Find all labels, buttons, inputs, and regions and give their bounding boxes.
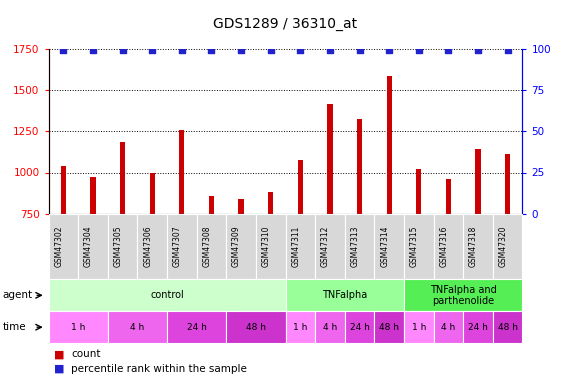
Text: 24 h: 24 h <box>468 322 488 332</box>
Bar <box>268 192 274 338</box>
Text: 24 h: 24 h <box>349 322 369 332</box>
Text: GSM47302: GSM47302 <box>54 226 63 267</box>
Point <box>236 47 246 53</box>
Bar <box>387 76 392 338</box>
Bar <box>120 142 125 338</box>
Text: 48 h: 48 h <box>379 322 399 332</box>
Point <box>296 47 305 53</box>
Text: count: count <box>71 349 101 359</box>
Text: GSM47314: GSM47314 <box>380 226 389 267</box>
Text: GSM47311: GSM47311 <box>291 226 300 267</box>
Text: GSM47310: GSM47310 <box>262 226 271 267</box>
Text: ■: ■ <box>54 364 65 374</box>
Text: percentile rank within the sample: percentile rank within the sample <box>71 364 247 374</box>
Point <box>89 47 98 53</box>
Bar <box>327 104 332 338</box>
Text: agent: agent <box>3 290 33 300</box>
Text: GSM47307: GSM47307 <box>173 226 182 267</box>
Bar <box>61 166 66 338</box>
Point <box>325 47 335 53</box>
Text: GSM47305: GSM47305 <box>114 226 123 267</box>
Point <box>414 47 423 53</box>
Bar <box>150 172 155 338</box>
Text: 4 h: 4 h <box>441 322 456 332</box>
Text: GSM47320: GSM47320 <box>498 226 508 267</box>
Text: TNFalpha and
parthenolide: TNFalpha and parthenolide <box>430 285 497 306</box>
Text: GSM47313: GSM47313 <box>351 226 360 267</box>
Text: 48 h: 48 h <box>246 322 266 332</box>
Text: TNFalpha: TNFalpha <box>322 290 367 300</box>
Bar <box>239 199 244 338</box>
Text: GDS1289 / 36310_at: GDS1289 / 36310_at <box>214 17 357 32</box>
Bar <box>476 149 481 338</box>
Text: GSM47312: GSM47312 <box>321 226 330 267</box>
Bar <box>297 160 303 338</box>
Text: 1 h: 1 h <box>412 322 426 332</box>
Point <box>177 47 186 53</box>
Point <box>118 47 127 53</box>
Point <box>385 47 394 53</box>
Text: time: time <box>3 322 26 332</box>
Text: GSM47306: GSM47306 <box>143 226 152 267</box>
Bar <box>446 179 451 338</box>
Text: 24 h: 24 h <box>187 322 207 332</box>
Text: GSM47318: GSM47318 <box>469 226 478 267</box>
Text: GSM47309: GSM47309 <box>232 226 241 267</box>
Point <box>355 47 364 53</box>
Bar <box>209 196 214 338</box>
Text: 48 h: 48 h <box>498 322 518 332</box>
Point <box>207 47 216 53</box>
Point <box>148 47 157 53</box>
Point <box>444 47 453 53</box>
Text: GSM47308: GSM47308 <box>203 226 211 267</box>
Text: GSM47304: GSM47304 <box>84 226 93 267</box>
Text: 4 h: 4 h <box>323 322 337 332</box>
Text: 4 h: 4 h <box>130 322 144 332</box>
Point <box>59 47 68 53</box>
Text: 1 h: 1 h <box>293 322 308 332</box>
Text: GSM47315: GSM47315 <box>410 226 419 267</box>
Bar <box>90 177 95 338</box>
Bar <box>416 169 421 338</box>
Bar <box>505 154 510 338</box>
Point <box>503 47 512 53</box>
Bar <box>357 119 362 338</box>
Text: ■: ■ <box>54 349 65 359</box>
Text: 1 h: 1 h <box>71 322 85 332</box>
Text: GSM47316: GSM47316 <box>440 226 448 267</box>
Text: control: control <box>150 290 184 300</box>
Bar <box>179 130 184 338</box>
Point <box>266 47 275 53</box>
Point <box>473 47 482 53</box>
